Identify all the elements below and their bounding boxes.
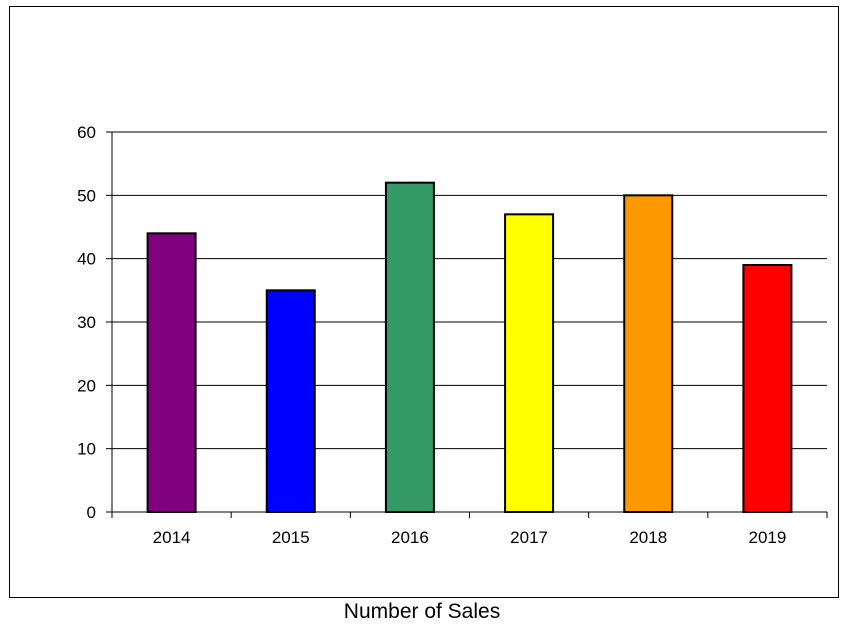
gridlines: [112, 131, 827, 450]
y-tick-label: 50: [77, 186, 96, 205]
y-tick-label: 0: [87, 503, 96, 522]
bar-2015: [265, 289, 316, 514]
y-tick-label: 10: [77, 440, 96, 459]
x-tick-label: 2019: [749, 528, 787, 547]
bar-2016: [384, 181, 435, 514]
bar-2019: [742, 264, 793, 513]
x-axis-label: Number of Sales: [343, 600, 501, 623]
bars: [146, 181, 793, 514]
y-tick-label: 20: [77, 376, 96, 395]
x-tick-label: 2016: [391, 528, 429, 547]
bar-2018: [623, 194, 674, 513]
tick-labels: 0 10 20 30 40 50 60 2014 2015 2016 2017 2018 2019: [77, 123, 786, 547]
y-tick-label: 60: [77, 123, 96, 142]
x-tick-label: 2018: [629, 528, 667, 547]
bar-2017: [504, 213, 555, 513]
y-tick-label: 40: [77, 250, 96, 269]
axes: [106, 131, 828, 518]
x-tick-label: 2017: [510, 528, 548, 547]
x-tick-label: 2014: [153, 528, 191, 547]
y-tick-label: 30: [77, 313, 96, 332]
bar-2014: [146, 232, 197, 513]
x-tick-label: 2015: [272, 528, 310, 547]
